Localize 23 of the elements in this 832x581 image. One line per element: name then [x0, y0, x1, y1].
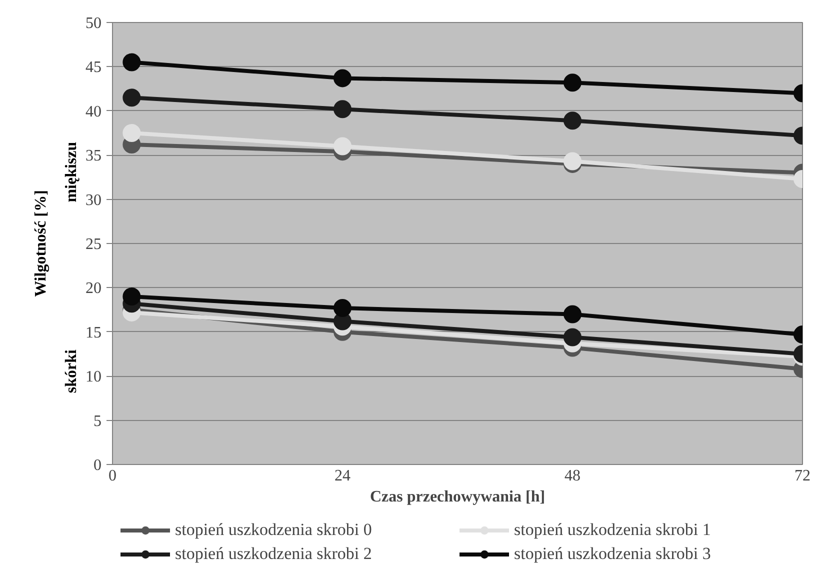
x-tick-label: 72	[794, 468, 810, 484]
y-tick-label: 0	[94, 457, 102, 474]
legend-label: stopień uszkodzenia skrobi 0	[175, 520, 373, 540]
y-tick-label: 35	[86, 148, 102, 165]
legend-label: stopień uszkodzenia skrobi 2	[175, 544, 373, 564]
y-tick-label: 25	[86, 236, 102, 253]
y-tick-label: 45	[86, 59, 102, 76]
x-axis-title: Czas przechowywania [h]	[370, 488, 546, 506]
x-tick-label: 48	[564, 468, 580, 484]
y-tick-label: 50	[86, 15, 102, 32]
y-axis-title: Wilgotność [%]	[32, 190, 50, 297]
legend-label: stopień uszkodzenia skrobi 1	[514, 520, 712, 540]
x-tick-label: 0	[108, 468, 116, 484]
y-tick-label: 10	[86, 368, 102, 386]
y-tick-label: 5	[94, 412, 102, 430]
y-tick-label: 20	[86, 280, 102, 298]
y-tick-label: 40	[86, 103, 102, 120]
legend-label: stopień uszkodzenia skrobi 3	[514, 544, 712, 564]
text: miękiszu	[63, 142, 80, 202]
y-tick-label: 15	[86, 324, 102, 342]
x-tick-label: 24	[334, 468, 350, 484]
y-tick-label: 30	[86, 192, 102, 209]
text: skórki	[63, 349, 80, 394]
